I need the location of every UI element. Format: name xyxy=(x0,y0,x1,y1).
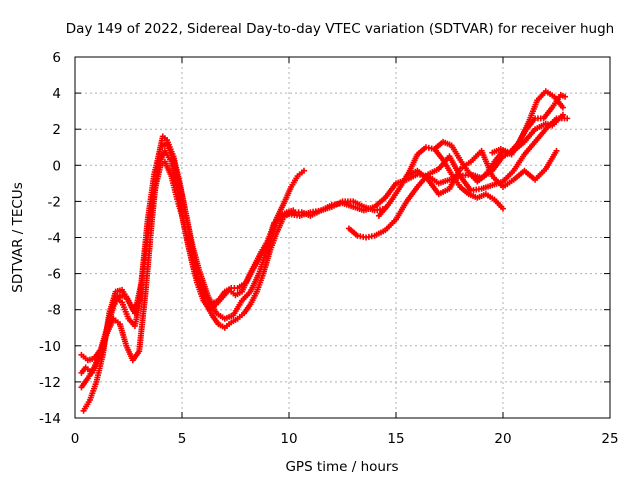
data-point xyxy=(553,147,560,154)
data-point xyxy=(562,93,569,100)
data-point xyxy=(290,207,297,214)
y-tick-label: -14 xyxy=(39,411,61,427)
y-axis-label: SDTVAR / TECUs xyxy=(10,182,26,292)
x-tick-label: 20 xyxy=(494,431,511,447)
y-tick-label: 4 xyxy=(52,86,61,102)
y-tick-label: -10 xyxy=(39,339,61,355)
data-point xyxy=(559,104,566,111)
data-point xyxy=(300,167,307,174)
x-tick-label: 25 xyxy=(601,431,618,447)
y-tick-label: -2 xyxy=(48,194,61,210)
chart-title: Day 149 of 2022, Sidereal Day-to-day VTE… xyxy=(66,21,614,37)
x-tick-label: 0 xyxy=(71,431,80,447)
data-markers xyxy=(78,88,571,414)
y-tick-label: 0 xyxy=(52,158,61,174)
data-point xyxy=(564,115,571,122)
x-axis-label: GPS time / hours xyxy=(285,459,398,475)
y-tick-label: 6 xyxy=(52,50,61,66)
data-point xyxy=(500,205,506,212)
x-tick-label: 5 xyxy=(178,431,187,447)
y-tick-label: -4 xyxy=(48,231,61,247)
y-tick-label: -12 xyxy=(39,375,61,391)
x-tick-label: 10 xyxy=(280,431,297,447)
data-point xyxy=(559,111,566,118)
y-tick-label: -6 xyxy=(48,267,61,283)
y-tick-label: 2 xyxy=(52,122,61,138)
x-tick-label: 15 xyxy=(387,431,404,447)
y-tick-label: -8 xyxy=(48,303,61,319)
